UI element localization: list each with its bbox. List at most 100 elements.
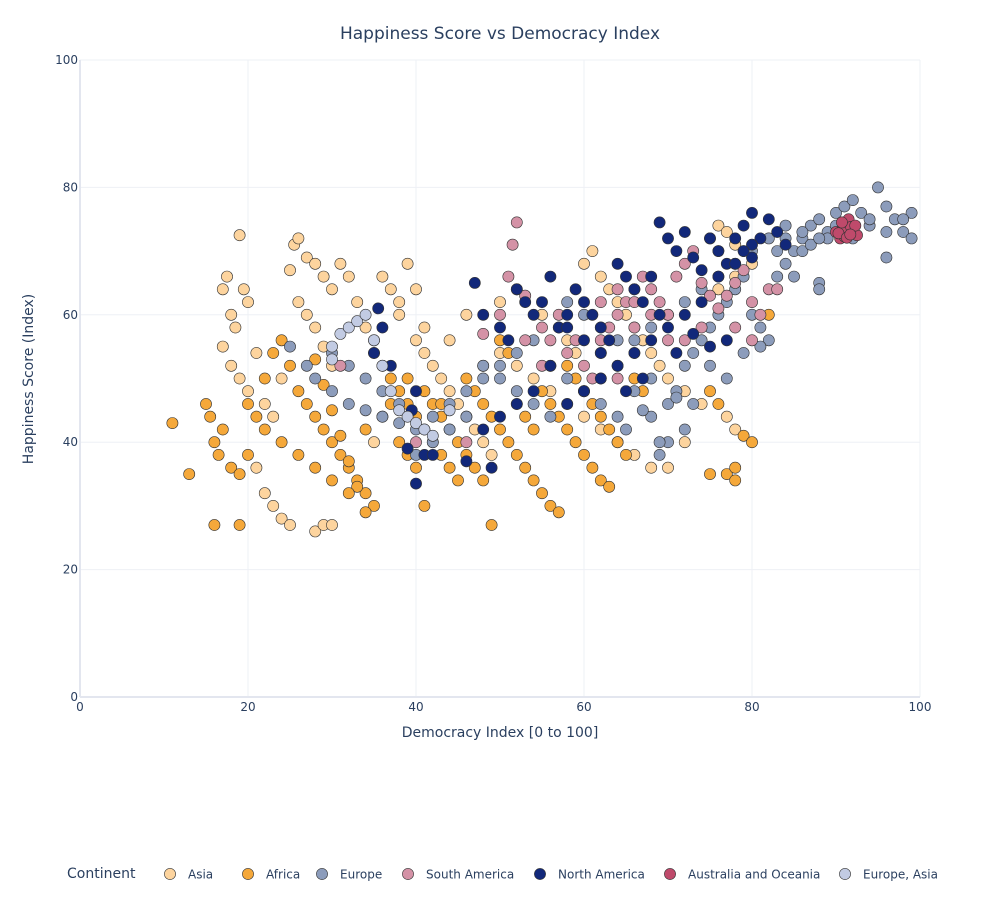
data-point[interactable] (527, 423, 540, 436)
data-point[interactable] (208, 436, 221, 449)
data-point[interactable] (368, 334, 380, 347)
data-point[interactable] (720, 226, 733, 238)
data-point[interactable] (611, 410, 624, 423)
legend-item[interactable]: South America (402, 868, 514, 882)
data-point[interactable] (536, 296, 548, 308)
data-point[interactable] (662, 372, 674, 385)
data-point[interactable] (594, 321, 607, 334)
data-point[interactable] (788, 270, 800, 283)
data-point[interactable] (552, 506, 565, 519)
data-point[interactable] (536, 487, 548, 500)
legend-item[interactable]: Australia and Oceania (664, 868, 820, 882)
data-point[interactable] (645, 270, 658, 283)
data-point[interactable] (342, 487, 355, 500)
data-point[interactable] (662, 321, 674, 334)
data-point[interactable] (351, 480, 364, 493)
data-point[interactable] (376, 359, 389, 372)
data-point[interactable] (844, 228, 857, 241)
data-point[interactable] (258, 423, 271, 436)
data-point[interactable] (704, 289, 716, 302)
data-point[interactable] (519, 334, 532, 347)
data-point[interactable] (670, 270, 683, 283)
data-point[interactable] (746, 238, 758, 251)
data-point[interactable] (376, 270, 389, 283)
data-point[interactable] (334, 257, 347, 270)
data-point[interactable] (712, 302, 725, 315)
data-point[interactable] (653, 359, 666, 372)
data-point[interactable] (720, 410, 733, 423)
data-point[interactable] (544, 359, 557, 372)
data-point[interactable] (628, 347, 641, 359)
legend-item[interactable]: Europe (316, 868, 382, 882)
data-point[interactable] (611, 372, 624, 385)
data-point[interactable] (212, 448, 225, 461)
data-point[interactable] (653, 296, 666, 308)
data-point[interactable] (578, 448, 590, 461)
data-point[interactable] (578, 385, 590, 398)
data-point[interactable] (477, 423, 490, 436)
data-point[interactable] (326, 385, 338, 398)
data-point[interactable] (594, 372, 607, 385)
data-point[interactable] (561, 347, 574, 359)
data-point[interactable] (620, 270, 632, 283)
data-point[interactable] (284, 519, 296, 531)
data-point[interactable] (494, 321, 506, 334)
data-point[interactable] (300, 308, 313, 321)
data-point[interactable] (208, 519, 221, 531)
data-point[interactable] (578, 334, 590, 347)
data-point[interactable] (653, 436, 666, 449)
data-point[interactable] (426, 448, 439, 461)
data-point[interactable] (561, 423, 574, 436)
data-point[interactable] (284, 264, 296, 277)
data-point[interactable] (166, 417, 179, 429)
data-point[interactable] (460, 455, 473, 468)
data-point[interactable] (836, 216, 848, 229)
data-point[interactable] (368, 436, 380, 449)
data-point[interactable] (342, 398, 355, 410)
data-point[interactable] (393, 404, 406, 417)
data-point[interactable] (258, 487, 271, 500)
data-point[interactable] (460, 372, 473, 385)
data-point[interactable] (309, 257, 322, 270)
data-point[interactable] (267, 347, 280, 359)
data-point[interactable] (880, 251, 893, 264)
data-point[interactable] (510, 216, 523, 229)
data-point[interactable] (468, 276, 481, 289)
data-point[interactable] (796, 245, 809, 257)
data-point[interactable] (229, 321, 242, 334)
data-point[interactable] (620, 385, 632, 398)
data-point[interactable] (359, 487, 372, 500)
data-point[interactable] (846, 194, 859, 206)
data-point[interactable] (510, 448, 523, 461)
legend-item[interactable]: Africa (242, 868, 300, 882)
data-point[interactable] (326, 519, 338, 531)
data-point[interactable] (426, 359, 439, 372)
data-point[interactable] (594, 474, 607, 487)
data-point[interactable] (233, 519, 246, 531)
data-point[interactable] (326, 353, 338, 366)
data-point[interactable] (250, 347, 263, 359)
data-point[interactable] (477, 398, 490, 410)
data-point[interactable] (372, 302, 385, 315)
data-point[interactable] (863, 213, 876, 226)
data-point[interactable] (510, 283, 523, 296)
data-point[interactable] (678, 359, 691, 372)
data-point[interactable] (687, 327, 700, 340)
data-point[interactable] (401, 257, 414, 270)
data-point[interactable] (737, 264, 750, 277)
data-point[interactable] (754, 321, 767, 334)
data-point[interactable] (569, 283, 582, 296)
data-point[interactable] (317, 378, 330, 391)
data-point[interactable] (225, 461, 238, 474)
data-point[interactable] (342, 321, 355, 334)
data-point[interactable] (519, 296, 532, 308)
data-point[interactable] (401, 372, 414, 385)
data-point[interactable] (662, 461, 674, 474)
data-point[interactable] (561, 308, 574, 321)
data-point[interactable] (233, 372, 246, 385)
data-point[interactable] (813, 213, 826, 226)
data-point[interactable] (527, 385, 540, 398)
data-point[interactable] (645, 321, 658, 334)
data-point[interactable] (494, 423, 506, 436)
data-point[interactable] (687, 347, 700, 359)
